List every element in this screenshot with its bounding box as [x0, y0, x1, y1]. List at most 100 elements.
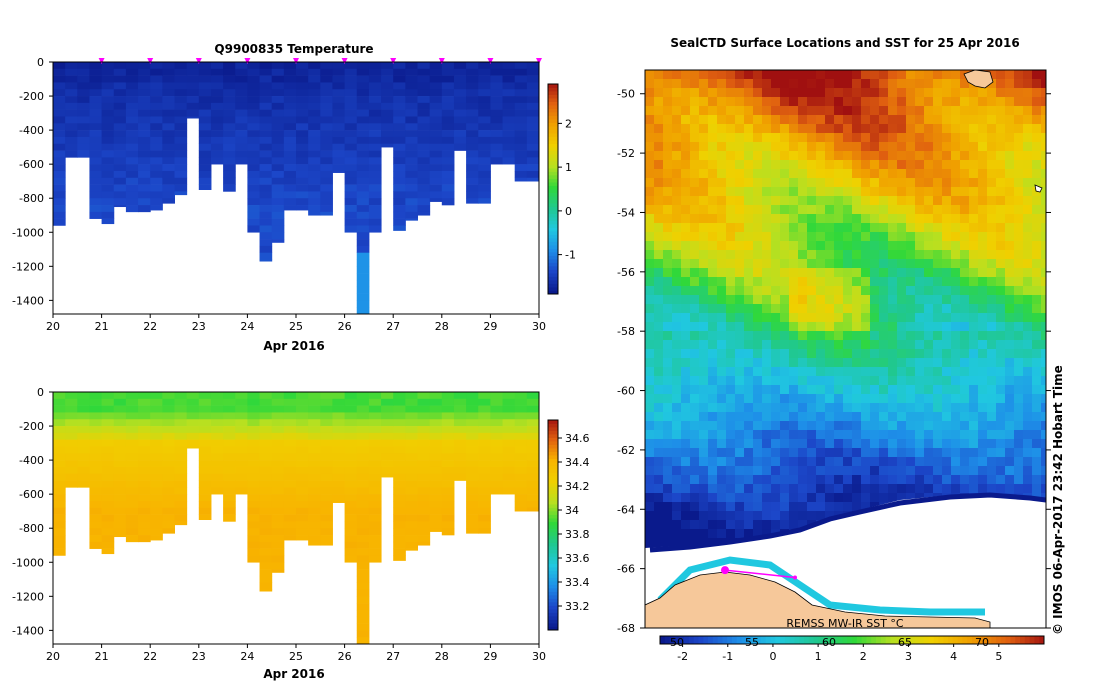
- section-cell: [478, 157, 491, 165]
- sst-cell: [735, 295, 745, 305]
- section-cell: [247, 473, 261, 481]
- sst-cell: [672, 502, 682, 512]
- sst-cell: [978, 205, 988, 215]
- sst-cell: [681, 538, 691, 548]
- section-cell: [356, 487, 370, 495]
- sst-cell: [654, 439, 664, 449]
- section-cell: [150, 439, 163, 447]
- sst-cell: [1023, 484, 1033, 494]
- sst-cell: [1032, 205, 1042, 215]
- sst-cell: [744, 484, 754, 494]
- x-tick-label: 23: [192, 320, 206, 333]
- section-cell: [429, 500, 443, 509]
- sst-cell: [843, 79, 853, 89]
- sst-cell: [762, 250, 772, 260]
- section-cell: [514, 419, 528, 427]
- section-cell: [259, 507, 273, 515]
- sst-cell: [672, 160, 682, 170]
- sst-cell: [663, 484, 673, 494]
- sst-cell: [1023, 367, 1033, 377]
- sst-cell: [753, 511, 763, 521]
- section-cell: [53, 143, 66, 151]
- sst-cell: [969, 151, 979, 161]
- sst-cell: [789, 313, 799, 323]
- section-cell: [283, 398, 297, 406]
- sst-cell: [861, 313, 871, 323]
- sst-cell: [798, 70, 808, 80]
- sst-cell: [1041, 124, 1046, 134]
- sst-cell: [1032, 412, 1042, 422]
- sst-cell: [699, 394, 709, 404]
- sst-cell: [735, 412, 745, 422]
- section-cell: [466, 136, 479, 145]
- section-cell: [405, 514, 418, 522]
- surface-markers: [98, 58, 542, 64]
- sst-cell: [996, 232, 1006, 242]
- section-cell: [514, 426, 528, 434]
- section-cell: [344, 82, 358, 90]
- sst-cell: [942, 394, 952, 404]
- section-cell: [429, 109, 443, 117]
- section-cell: [453, 419, 467, 427]
- sst-cell: [726, 412, 736, 422]
- sst-cell: [798, 457, 808, 467]
- sst-cell: [852, 97, 862, 107]
- sst-cell: [726, 520, 736, 530]
- sst-cell: [663, 340, 673, 350]
- section-cell: [490, 419, 504, 427]
- sst-cell: [762, 493, 772, 503]
- sst-cell: [744, 160, 754, 170]
- section-cell: [89, 177, 103, 185]
- sst-cell: [924, 151, 934, 161]
- sst-cell: [735, 484, 745, 494]
- section-cell: [393, 96, 406, 104]
- section-cell: [101, 466, 115, 475]
- sst-cell: [987, 115, 997, 125]
- section-cell: [223, 514, 236, 522]
- section-cell: [344, 473, 358, 481]
- sst-cell: [924, 70, 934, 80]
- sst-cell: [816, 97, 826, 107]
- section-cell: [429, 426, 443, 434]
- sst-cell: [924, 88, 934, 98]
- section-cell: [210, 392, 224, 400]
- section-cell: [441, 109, 455, 117]
- sst-field: [645, 70, 1046, 628]
- section-cell: [174, 123, 188, 131]
- section-cell: [466, 62, 479, 70]
- sst-cell: [834, 394, 844, 404]
- sst-cell: [951, 403, 961, 413]
- section-cell: [356, 205, 370, 213]
- sst-cell: [879, 304, 889, 314]
- sst-cell: [654, 160, 664, 170]
- sst-cell: [663, 520, 673, 530]
- section-cell: [174, 500, 188, 509]
- sst-cell: [834, 484, 844, 494]
- colorbar-swatch: [548, 192, 558, 197]
- section-cell: [466, 487, 479, 495]
- colorbar-swatch: [548, 430, 558, 435]
- section-cell: [150, 535, 163, 541]
- colorbar-swatch: [548, 423, 558, 428]
- colorbar-swatch: [548, 420, 558, 424]
- sst-cell: [645, 493, 655, 503]
- section-cell: [478, 426, 491, 434]
- sst-cell: [879, 196, 889, 206]
- section-cell: [356, 109, 370, 117]
- sst-colorbar-swatch: [924, 636, 930, 644]
- sst-cell: [726, 529, 736, 539]
- sst-cell: [1032, 268, 1042, 278]
- sst-cell: [699, 412, 709, 422]
- section-cell: [223, 494, 236, 502]
- sst-cell: [789, 277, 799, 287]
- x-tick-label: 29: [483, 320, 497, 333]
- section-cell: [417, 507, 431, 515]
- sst-cell: [771, 358, 781, 368]
- section-cell: [344, 521, 358, 529]
- sst-cell: [1032, 322, 1042, 332]
- sst-colorbar-swatch: [914, 636, 920, 644]
- sst-cell: [681, 88, 691, 98]
- sst-cell: [879, 466, 889, 476]
- sst-cell: [672, 268, 682, 278]
- sst-cell: [1005, 313, 1015, 323]
